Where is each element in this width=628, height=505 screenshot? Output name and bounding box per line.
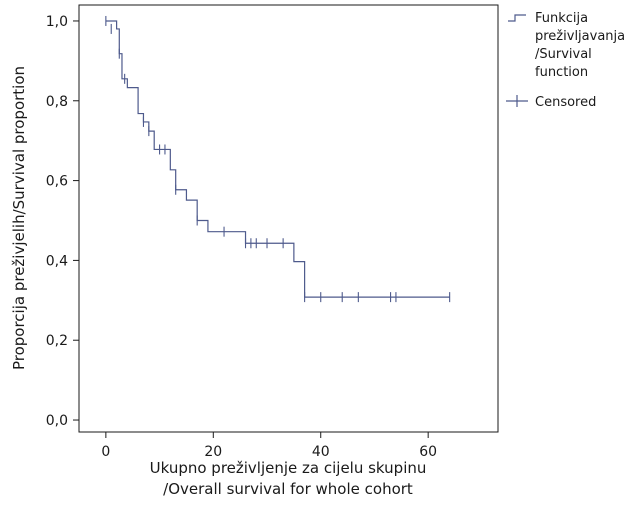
legend-survival-line3: /Survival — [535, 47, 592, 62]
legend-survival-line1: Funkcija — [535, 11, 588, 26]
x-axis-ticks: 0 20 40 60 — [101, 432, 437, 460]
censored-marks — [105, 15, 451, 303]
y-tick-label-3: 0,6 — [46, 174, 68, 190]
x-tick-label-40: 40 — [312, 444, 330, 460]
y-axis-ticks: 0,0 0,2 0,4 0,6 0,8 1,0 — [46, 14, 79, 429]
x-tick-label-20: 20 — [204, 444, 222, 460]
legend-survival-line2: preživljavanja — [535, 29, 625, 44]
legend-survival-swatch — [508, 14, 526, 22]
x-axis-title-line2: /Overall survival for whole cohort — [163, 480, 413, 498]
y-tick-label-1: 0,2 — [46, 333, 68, 349]
y-tick-label-4: 0,8 — [46, 94, 68, 110]
survival-curve — [105, 20, 450, 298]
legend: Funkcija preživljavanja /Survival functi… — [506, 11, 625, 110]
legend-censored-label: Censored — [535, 95, 596, 110]
x-tick-label-60: 60 — [419, 444, 437, 460]
y-tick-label-5: 1,0 — [46, 14, 68, 30]
x-tick-label-0: 0 — [101, 444, 110, 460]
legend-survival-line4: function — [535, 65, 588, 80]
y-tick-label-0: 0,0 — [46, 413, 68, 429]
y-axis-title: Proporcija preživjelih/Survival proporti… — [10, 66, 28, 370]
y-tick-label-2: 0,4 — [46, 253, 68, 269]
x-axis-title-line1: Ukupno preživljenje za cijelu skupinu — [150, 459, 427, 477]
plot-frame — [78, 4, 499, 433]
